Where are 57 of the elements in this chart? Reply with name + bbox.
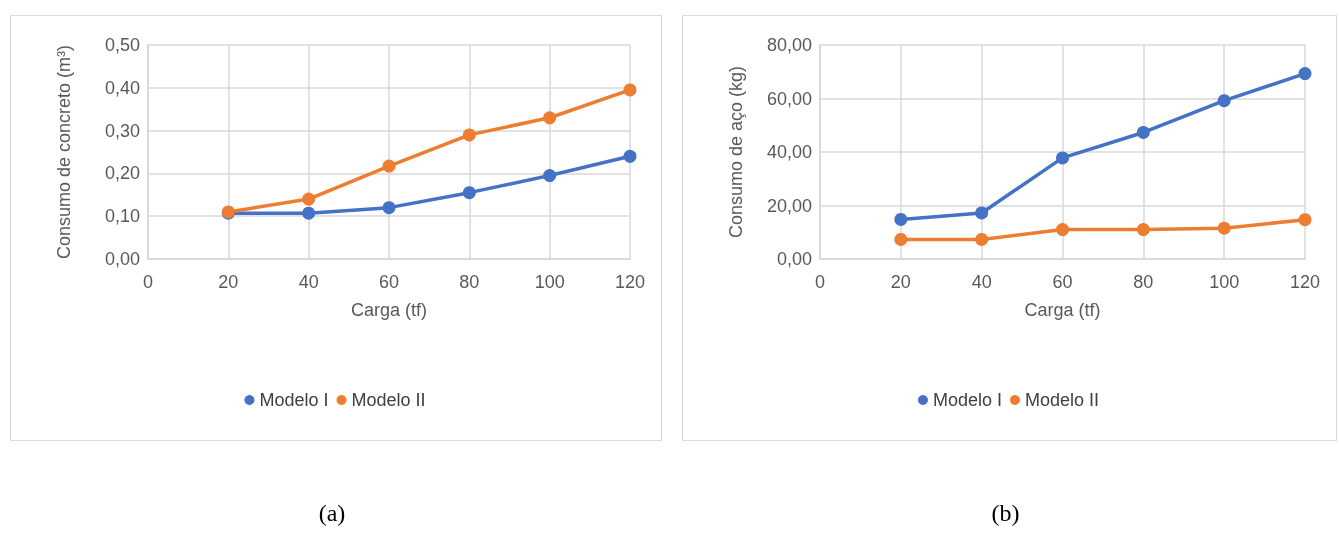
x-axis-title: Carga (tf) [1024,300,1101,320]
point [894,232,908,246]
point [1217,221,1231,235]
x-tick-label: 40 [971,272,992,292]
y-tick-label: 0,00 [776,249,812,269]
legend-label: Modelo I [259,390,329,410]
x-tick-label: 60 [1052,272,1073,292]
point [975,232,989,246]
y-axis-title: Consumo de concreto (m³) [54,44,74,260]
y-tick-label: 0,50 [104,35,140,55]
point [1136,125,1150,139]
x-tick-label: 60 [378,272,400,292]
x-tick-label: 120 [1289,272,1321,292]
x-tick-label: 40 [298,272,319,292]
text: (b) [990,500,1021,527]
point [462,186,476,200]
point [623,149,637,163]
point [543,169,557,183]
point [302,192,316,206]
y-tick-label: 20,00 [766,195,812,216]
x-tick-label: 80 [1133,272,1154,292]
x-tick-label: 100 [1209,272,1240,292]
legend-label: Modelo II [1025,390,1100,410]
x-tick-label: 20 [890,272,911,292]
x-tick-label: 120 [614,272,646,292]
text: (a) [317,500,347,527]
y-axis-title: Consumo de aço (kg) [726,65,746,239]
point [1136,223,1150,237]
x-axis-title: Carga (tf) [350,300,428,320]
y-tick-label: 0,20 [104,163,140,184]
point [1056,223,1069,237]
y-tick-label: 60,00 [766,88,812,109]
y-tick-label: 0,30 [104,120,140,141]
point [623,83,637,97]
y-tick-label: 0,00 [104,249,140,269]
point [462,128,476,142]
point [1298,213,1312,227]
legend-label: Modelo II [351,390,426,410]
point [1217,94,1231,108]
y-tick-label: 80,00 [766,35,812,55]
point [894,212,908,226]
x-tick-label: 0 [142,272,154,292]
point [1056,151,1069,165]
point [302,206,316,220]
x-tick-label: 80 [459,272,480,292]
point [382,159,396,173]
point [975,206,989,220]
point [543,111,557,125]
x-tick-label: 20 [218,272,239,292]
y-tick-label: 0,40 [104,77,140,98]
x-tick-label: 100 [534,272,565,292]
point [1298,67,1312,81]
point [382,201,396,215]
x-tick-label: 0 [814,272,826,292]
legend-label: Modelo I [932,390,1003,410]
y-tick-label: 0,10 [104,206,140,227]
y-tick-label: 40,00 [766,142,812,162]
